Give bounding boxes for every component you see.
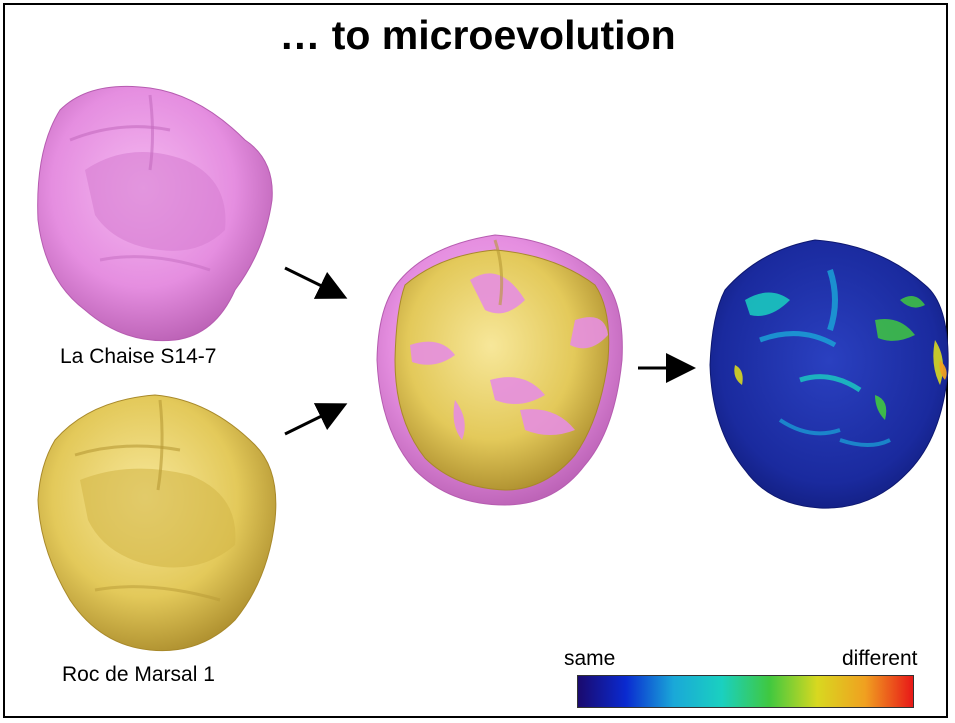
- tooth-la-chaise: [37, 85, 273, 342]
- tooth-roc-de-marsal: [37, 394, 277, 652]
- label-la-chaise: La Chaise S14-7: [60, 345, 217, 368]
- label-roc-de-marsal: Roc de Marsal 1: [62, 663, 215, 686]
- tooth-heatmap: [709, 239, 949, 509]
- arrow-bottom-to-overlay: [284, 403, 348, 436]
- color-scale-bar: [577, 675, 914, 708]
- slide-title: … to microevolution: [279, 12, 676, 58]
- legend-same-label: same: [564, 647, 616, 670]
- arrow-top-to-overlay: [284, 266, 348, 299]
- legend-different-label: different: [842, 647, 918, 670]
- tooth-overlay: [376, 234, 623, 506]
